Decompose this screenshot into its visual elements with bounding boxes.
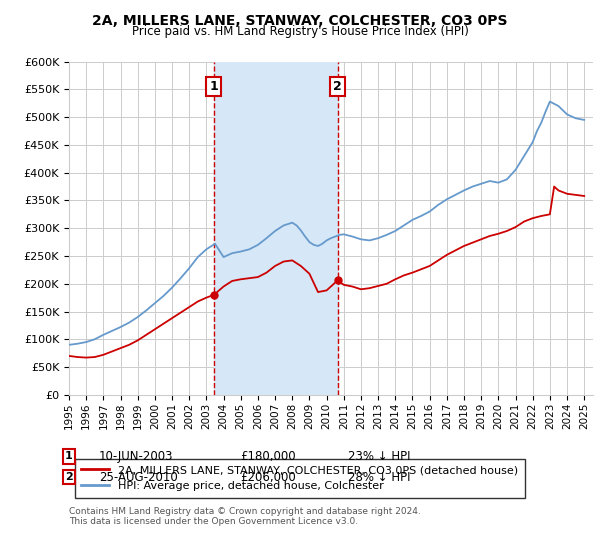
Legend: 2A, MILLERS LANE, STANWAY, COLCHESTER, CO3 0PS (detached house), HPI: Average pr: 2A, MILLERS LANE, STANWAY, COLCHESTER, C…	[74, 459, 524, 497]
Text: 23% ↓ HPI: 23% ↓ HPI	[348, 450, 410, 463]
Text: 2: 2	[333, 80, 342, 93]
Bar	[214, 62, 338, 395]
Text: £180,000: £180,000	[240, 450, 296, 463]
Text: 10-JUN-2003: 10-JUN-2003	[99, 450, 173, 463]
Text: Contains HM Land Registry data © Crown copyright and database right 2024.
This d: Contains HM Land Registry data © Crown c…	[69, 507, 421, 526]
Text: 1: 1	[65, 451, 73, 461]
Text: Price paid vs. HM Land Registry's House Price Index (HPI): Price paid vs. HM Land Registry's House …	[131, 25, 469, 38]
Text: 1: 1	[209, 80, 218, 93]
Text: £206,000: £206,000	[240, 470, 296, 484]
Text: 2A, MILLERS LANE, STANWAY, COLCHESTER, CO3 0PS: 2A, MILLERS LANE, STANWAY, COLCHESTER, C…	[92, 14, 508, 28]
Text: 25-AUG-2010: 25-AUG-2010	[99, 470, 178, 484]
Text: 2: 2	[65, 472, 73, 482]
Text: 28% ↓ HPI: 28% ↓ HPI	[348, 470, 410, 484]
